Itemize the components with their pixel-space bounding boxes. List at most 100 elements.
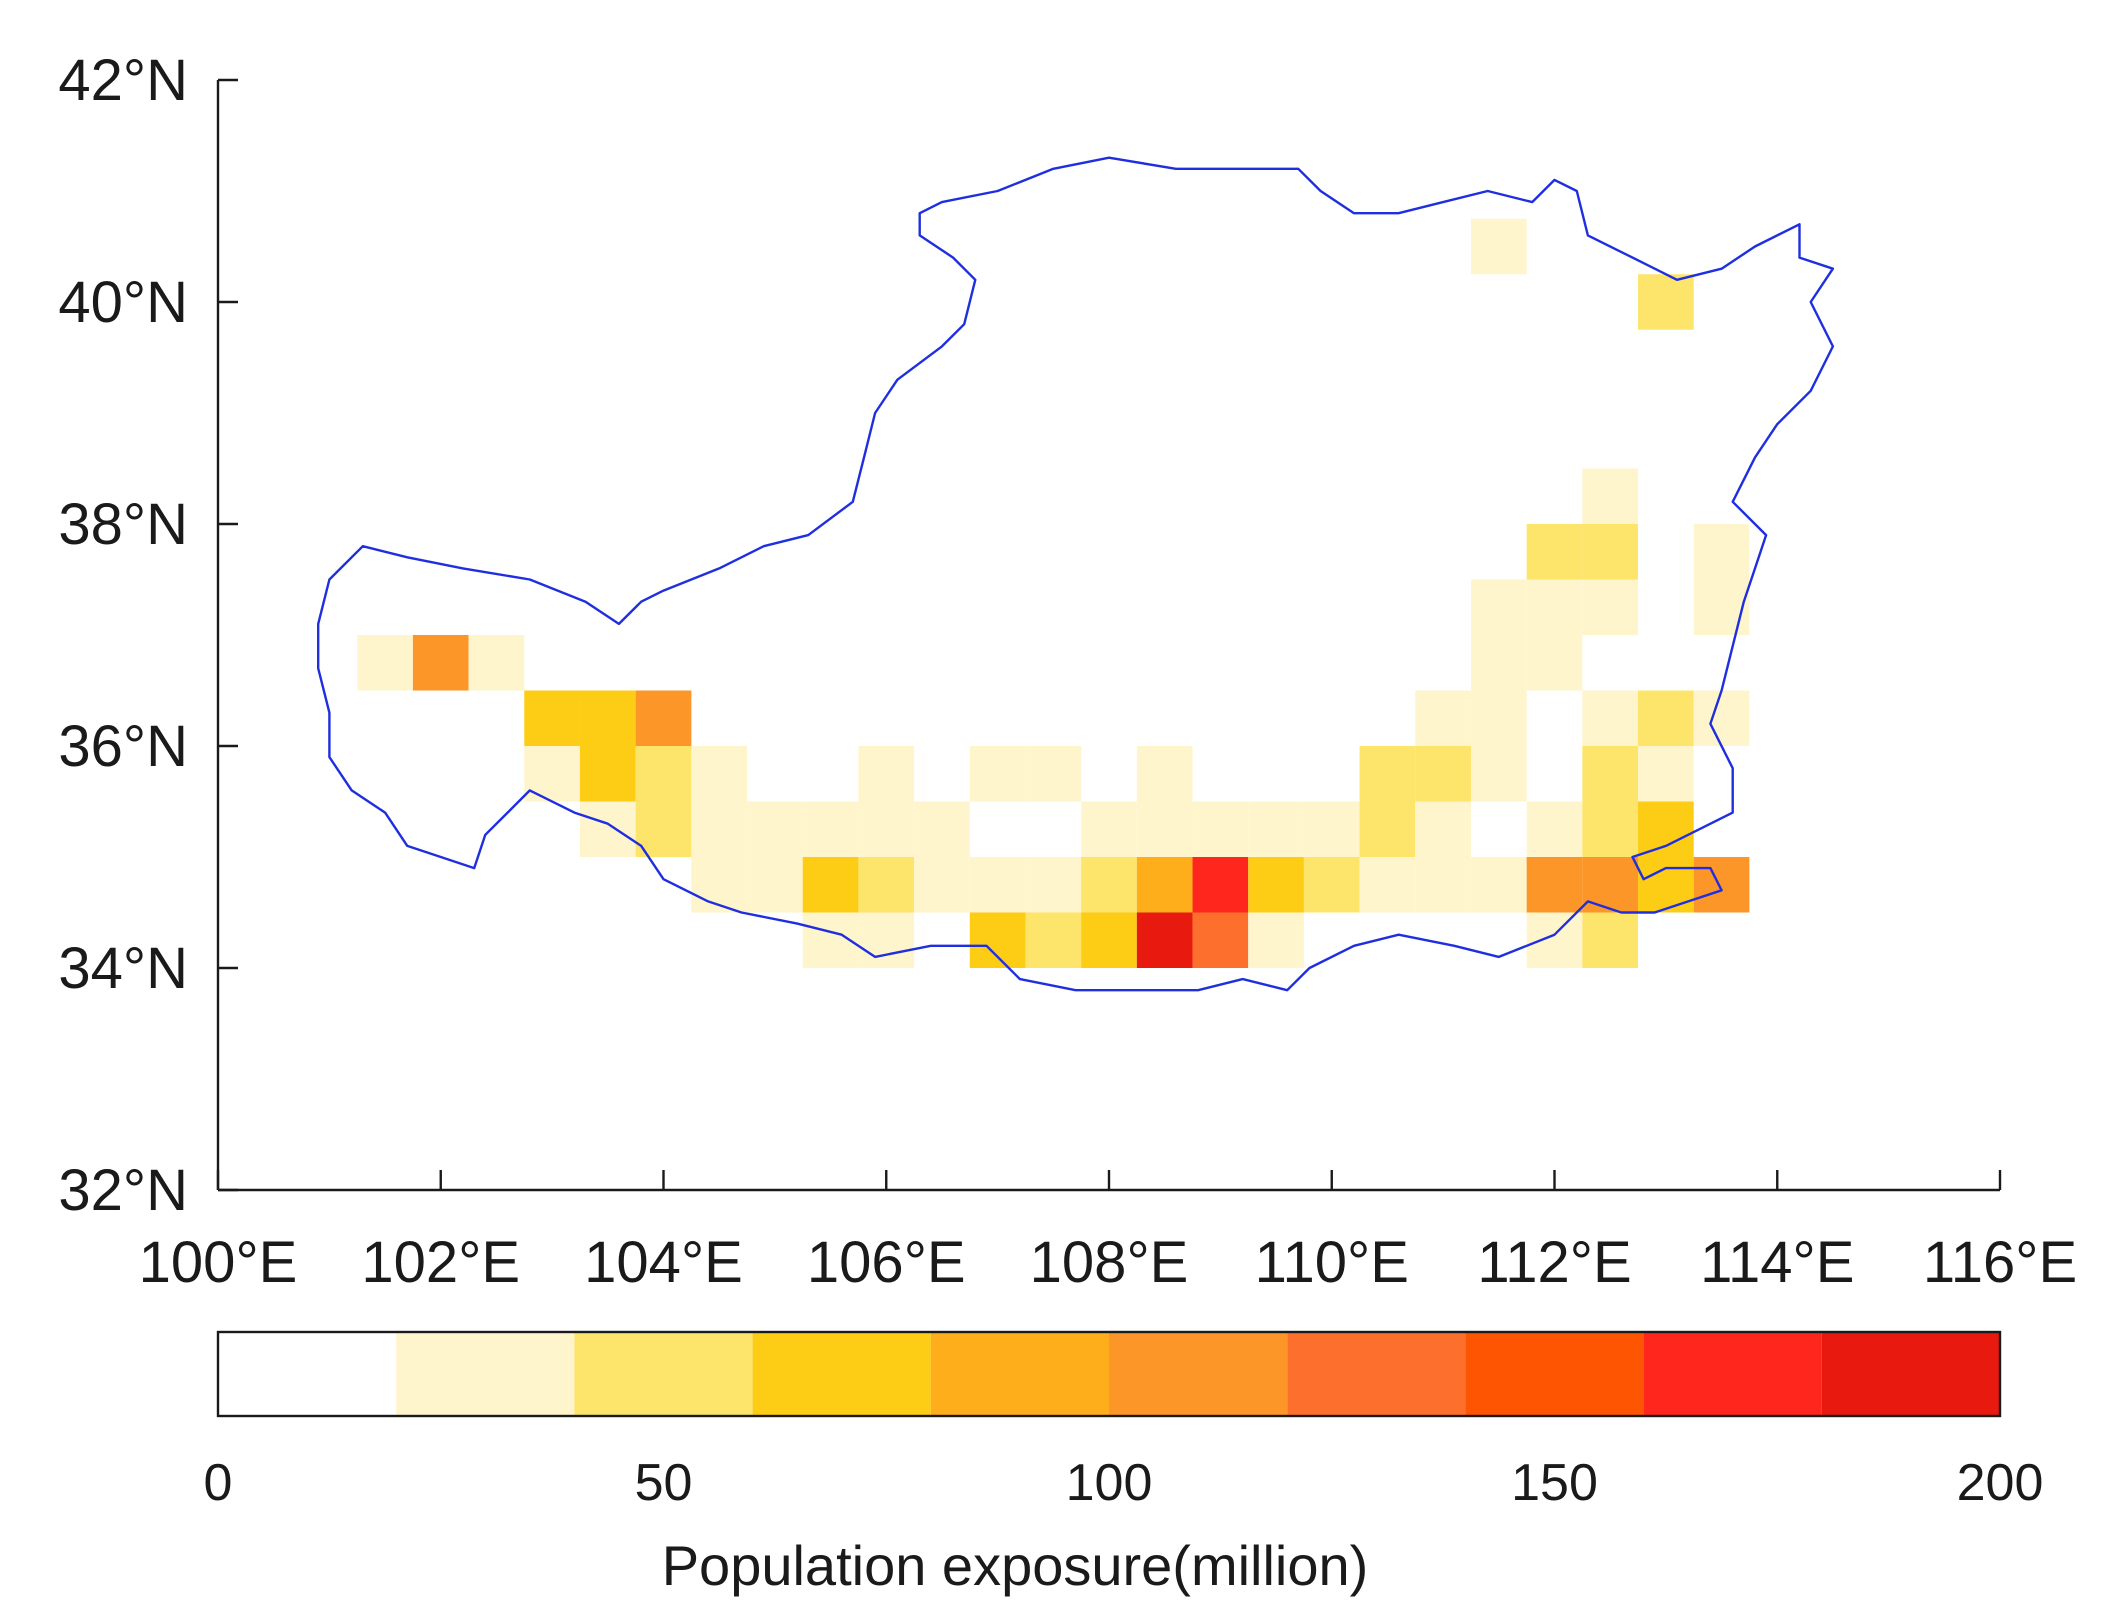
colorbar-tick-label: 50 <box>635 1454 693 1512</box>
exposure-cell <box>1192 857 1249 913</box>
exposure-cell <box>1025 912 1082 968</box>
exposure-cell <box>1415 801 1471 857</box>
colorbar-bin <box>1465 1332 1644 1416</box>
exposure-cell <box>1415 690 1471 746</box>
x-tick-label: 104°E <box>584 1230 743 1295</box>
exposure-cell <box>1526 801 1583 857</box>
exposure-cell <box>1582 690 1639 746</box>
colorbar-bin <box>1821 1332 2000 1416</box>
exposure-cell <box>858 801 915 857</box>
exposure-cell <box>1582 579 1639 635</box>
exposure-cell <box>1136 857 1193 913</box>
exposure-cell <box>524 746 580 802</box>
exposure-cell <box>468 635 525 691</box>
exposure-cell <box>1693 579 1750 635</box>
y-tick-label: 42°N <box>58 48 188 113</box>
exposure-cell <box>1248 857 1304 913</box>
exposure-cell <box>1582 857 1639 913</box>
exposure-cell <box>1526 579 1583 635</box>
exposure-cell <box>1526 635 1583 691</box>
colorbar-bins <box>218 1332 2000 1416</box>
exposure-cell <box>1526 857 1583 913</box>
colorbar-frame <box>216 1330 2002 1418</box>
exposure-cell <box>1693 690 1750 746</box>
exposure-cell <box>802 857 859 913</box>
x-tick-label: 110°E <box>1255 1230 1409 1295</box>
exposure-cell <box>691 801 748 857</box>
colorbar-bin <box>574 1332 753 1416</box>
exposure-cell <box>1582 468 1639 524</box>
exposure-cell <box>1582 746 1639 802</box>
colorbar-bin <box>752 1332 931 1416</box>
y-tick-label: 40°N <box>58 270 188 335</box>
exposure-cell <box>1248 912 1304 968</box>
exposure-cell <box>1526 912 1583 968</box>
colorbar-title: Population exposure(million) <box>662 1534 1369 1597</box>
colorbar-bin <box>218 1332 397 1416</box>
exposure-cell <box>357 635 413 691</box>
exposure-cell <box>1582 524 1639 580</box>
x-axis-ticks: 100°E 102°E 104°E 106°E 108°E 110°E 112°E 114°E… <box>139 1170 2077 1295</box>
exposure-cell <box>1081 912 1137 968</box>
exposure-cell <box>1693 524 1750 580</box>
exposure-cell <box>1470 690 1527 746</box>
x-tick-label: 112°E <box>1477 1230 1631 1295</box>
exposure-cell <box>1192 912 1249 968</box>
exposure-cell <box>524 690 580 746</box>
exposure-cell <box>1638 690 1694 746</box>
exposure-cell <box>969 912 1026 968</box>
exposure-cell <box>1136 746 1193 802</box>
exposure-cell <box>1415 857 1471 913</box>
exposure-cell <box>1638 274 1694 330</box>
colorbar-bin <box>930 1332 1109 1416</box>
exposure-cell <box>858 857 915 913</box>
exposure-cell <box>747 857 803 913</box>
exposure-cell <box>579 746 636 802</box>
exposure-cell <box>1638 746 1694 802</box>
exposure-cell <box>1136 801 1193 857</box>
exposure-cell <box>969 746 1026 802</box>
exposure-cell <box>1081 801 1137 857</box>
exposure-cell <box>914 801 970 857</box>
exposure-cell <box>1526 524 1583 580</box>
colorbar-bin <box>1287 1332 1466 1416</box>
exposure-cell <box>1470 857 1527 913</box>
exposure-cell <box>1470 635 1527 691</box>
colorbar-tick-label: 150 <box>1511 1454 1598 1512</box>
exposure-cell <box>635 690 692 746</box>
y-tick-label: 34°N <box>58 936 188 1001</box>
exposure-cell <box>412 635 469 691</box>
map-axes: 32°N 34°N 36°N 38°N 40°N 42°N 100°E 102°E 104°E… <box>58 48 2077 1295</box>
colorbar: 0 50 100 150 200 Population exposure(million… <box>204 1330 2044 1597</box>
exposure-cell <box>1415 746 1471 802</box>
exposure-cell <box>1081 857 1137 913</box>
exposure-cell <box>1025 857 1082 913</box>
exposure-cell <box>1470 218 1527 275</box>
exposure-cell <box>1359 746 1416 802</box>
exposure-cell <box>802 801 859 857</box>
exposure-cell <box>1470 746 1527 802</box>
exposure-cell <box>1693 857 1750 913</box>
exposure-cell <box>1192 801 1249 857</box>
exposure-cell <box>747 801 803 857</box>
colorbar-tick-label: 100 <box>1066 1454 1153 1512</box>
colorbar-bin <box>1643 1332 1822 1416</box>
y-tick-label: 32°N <box>58 1158 188 1223</box>
exposure-cell <box>1359 857 1416 913</box>
study-region-boundary <box>317 156 1835 992</box>
exposure-cell <box>858 746 915 802</box>
exposure-cell <box>1136 912 1193 968</box>
exposure-cell <box>635 746 692 802</box>
x-tick-label: 100°E <box>139 1230 298 1295</box>
exposure-cell <box>1248 801 1304 857</box>
exposure-grid-layer <box>357 218 1750 968</box>
colorbar-tick-label: 200 <box>1957 1454 2044 1512</box>
exposure-cell <box>969 857 1026 913</box>
exposure-cell <box>1470 579 1527 635</box>
colorbar-bin <box>396 1332 575 1416</box>
exposure-cell <box>691 746 748 802</box>
exposure-cell <box>858 912 915 968</box>
exposure-cell <box>1582 801 1639 857</box>
x-tick-label: 108°E <box>1030 1230 1189 1295</box>
